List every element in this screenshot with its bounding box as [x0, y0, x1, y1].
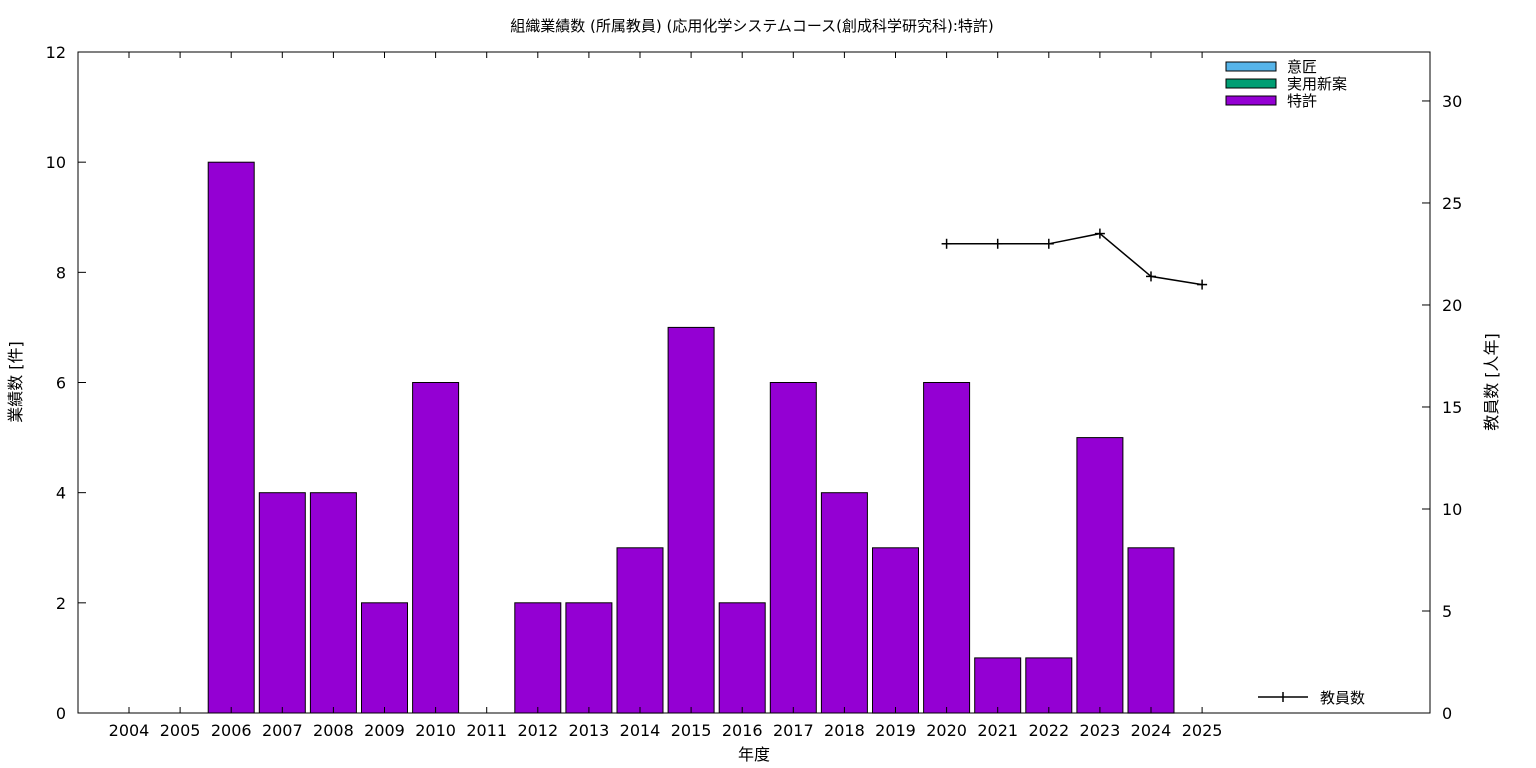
x-tick-label: 2008 [313, 721, 354, 740]
x-tick-label: 2005 [160, 721, 201, 740]
y2-tick-label: 20 [1442, 296, 1462, 315]
x-tick-label: 2013 [569, 721, 610, 740]
x-axis-title: 年度 [738, 745, 770, 764]
faculty-count-point-2020 [941, 238, 952, 249]
faculty-count-line-layer [941, 228, 1208, 290]
bar-2019 [872, 547, 919, 714]
legend-label: 教員数 [1320, 689, 1365, 707]
bars-layer [207, 161, 1175, 714]
bar-2024 [1127, 547, 1175, 714]
bar-2021 [974, 657, 1022, 714]
x-tick-label: 2016 [722, 721, 763, 740]
y-tick-label: 12 [46, 43, 66, 62]
bar-2013 [565, 602, 613, 714]
y-tick-label: 10 [46, 153, 66, 172]
bar-2017 [769, 382, 817, 714]
x-tick-label: 2024 [1131, 721, 1172, 740]
bar-2008 [309, 492, 357, 714]
faculty-count-point-2025 [1197, 279, 1208, 290]
faculty-count-point-2021 [992, 238, 1003, 249]
bar-2012 [514, 602, 562, 714]
faculty-count-point-2022 [1043, 238, 1054, 249]
y2-tick-label: 15 [1442, 398, 1462, 417]
x-tick-label: 2022 [1028, 721, 1069, 740]
x-tick-label: 2011 [466, 721, 507, 740]
x-tick-label: 2007 [262, 721, 303, 740]
x-tick-label: 2010 [415, 721, 456, 740]
faculty-count-point-2023 [1094, 228, 1105, 239]
bar-2023 [1076, 437, 1124, 714]
x-tick-label: 2021 [977, 721, 1018, 740]
y2-tick-label: 5 [1442, 602, 1452, 621]
x-tick-label: 2014 [620, 721, 661, 740]
bar-2014 [616, 547, 664, 714]
y-tick-label: 8 [56, 263, 66, 282]
y2-tick-label: 30 [1442, 92, 1462, 111]
x-tick-label: 2019 [875, 721, 916, 740]
bar-2015 [667, 326, 715, 714]
legend-swatch-実用新案 [1225, 78, 1277, 89]
faculty-count-line [946, 232, 1203, 286]
faculty-count-point-2024 [1146, 271, 1156, 282]
y-tick-label: 2 [56, 594, 66, 613]
y2-tick-label: 10 [1442, 500, 1462, 519]
x-tick-label: 2004 [109, 721, 150, 740]
legend-swatch-意匠 [1225, 61, 1277, 72]
x-tick-label: 2006 [211, 721, 252, 740]
legend-swatch-特許 [1225, 95, 1277, 106]
x-tick-label: 2025 [1182, 721, 1223, 740]
y-tick-label: 4 [56, 484, 66, 503]
bar-2016 [718, 602, 766, 714]
bar-2022 [1025, 657, 1073, 714]
y-axis-title: 業績数 [件] [6, 341, 25, 423]
legend-label: 意匠 [1287, 58, 1317, 76]
y2-tick-label: 0 [1442, 704, 1452, 723]
y-tick-label: 6 [56, 374, 66, 393]
y-tick-label: 0 [56, 704, 66, 723]
bar-2010 [412, 382, 460, 714]
legend-label: 特許 [1287, 92, 1317, 110]
x-tick-label: 2012 [517, 721, 558, 740]
bar-2009 [361, 602, 408, 714]
x-tick-label: 2023 [1080, 721, 1121, 740]
x-tick-label: 2015 [671, 721, 712, 740]
legend-label: 実用新案 [1287, 75, 1347, 93]
bar-2007 [258, 492, 306, 714]
y2-axis-title: 教員数 [人年] [1482, 333, 1501, 431]
y2-tick-label: 25 [1442, 194, 1462, 213]
bar-2018 [820, 492, 868, 714]
x-tick-label: 2009 [364, 721, 405, 740]
bar-2006 [207, 161, 255, 714]
x-tick-label: 2020 [926, 721, 967, 740]
chart-title: 組織業績数 (所属教員) (応用化学システムコース(創成科学研究科):特許) [510, 17, 994, 35]
x-tick-label: 2018 [824, 721, 865, 740]
bar-2020 [923, 382, 971, 714]
x-tick-label: 2017 [773, 721, 814, 740]
